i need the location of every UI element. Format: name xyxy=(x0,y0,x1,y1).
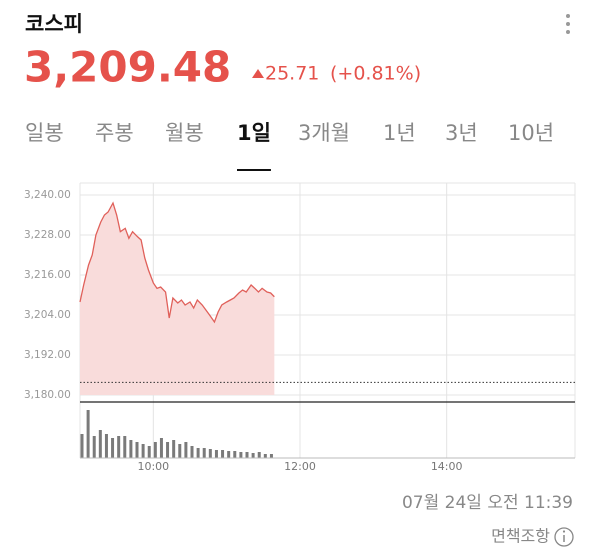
more-menu[interactable] xyxy=(566,14,570,34)
volume-bar xyxy=(172,440,176,458)
volume-bar xyxy=(239,452,243,458)
volume-bar xyxy=(227,451,231,458)
volume-bar xyxy=(135,442,139,458)
tab[interactable]: 주봉 xyxy=(95,121,134,145)
volume-bar xyxy=(98,430,102,458)
y-tick-label: 3,204.00 xyxy=(24,309,71,321)
volume-bar xyxy=(92,436,96,458)
x-tick-label: 10:00 xyxy=(137,460,169,473)
volume-bar xyxy=(269,454,273,458)
tab[interactable]: 월봉 xyxy=(165,121,204,145)
info-icon[interactable] xyxy=(554,527,574,547)
y-tick-label: 3,216.00 xyxy=(24,269,71,281)
volume-bar xyxy=(184,442,188,458)
volume-bar xyxy=(123,436,127,458)
volume-bar xyxy=(117,436,121,458)
tab[interactable]: 3개월 xyxy=(298,121,350,145)
volume-bar xyxy=(208,449,212,458)
volume-bar xyxy=(257,452,261,458)
volume-bar xyxy=(178,444,182,458)
change: 25.71 xyxy=(265,63,319,85)
volume-bar xyxy=(251,453,255,458)
y-tick-label: 3,240.00 xyxy=(24,189,71,201)
x-tick-label: 14:00 xyxy=(431,460,463,473)
area-fill xyxy=(80,203,275,395)
chart: 3,180.00 3,192.00 3,204.00 3,216.00 3,228.00… xyxy=(24,182,576,473)
tab[interactable]: 10년 xyxy=(508,121,554,145)
volume-bar xyxy=(147,446,151,458)
volume-bar xyxy=(104,434,108,458)
volume-bar xyxy=(263,454,267,458)
volume-bar xyxy=(214,450,218,458)
volume-bar xyxy=(166,442,170,458)
y-tick-label: 3,180.00 xyxy=(24,389,71,401)
tab[interactable]: 1년 xyxy=(383,121,416,145)
volume-bar xyxy=(190,446,194,458)
tab[interactable]: 1일 xyxy=(237,121,271,145)
price: 3,209.48 xyxy=(24,43,231,92)
change-pct: (+0.81%) xyxy=(330,63,421,85)
tab[interactable]: 일봉 xyxy=(25,121,64,145)
volume-bar xyxy=(221,450,225,458)
y-tick-label: 3,228.00 xyxy=(24,229,71,241)
volume-bar xyxy=(153,442,157,458)
volume-bar xyxy=(86,410,90,458)
index-title: 코스피 xyxy=(25,12,83,36)
price-line xyxy=(79,201,275,324)
volume-bar xyxy=(202,448,206,458)
tab[interactable]: 3년 xyxy=(445,121,478,145)
volume-bar xyxy=(233,451,237,458)
volume-bar xyxy=(141,444,145,458)
volume-bar xyxy=(196,448,200,458)
y-tick-label: 3,192.00 xyxy=(24,349,71,361)
up-arrow xyxy=(252,69,264,78)
volume-bar xyxy=(129,440,133,458)
disclaimer[interactable]: 면책조항 xyxy=(491,527,550,546)
volume-bar xyxy=(111,438,115,458)
volume-bar xyxy=(245,452,249,458)
volume-bar xyxy=(159,438,163,458)
timestamp: 07월 24일 오전 11:39 xyxy=(402,493,573,513)
tab-bar: 일봉 주봉 월봉 1일 3개월 1년 3년 10년 xyxy=(25,121,554,171)
x-tick-label: 12:00 xyxy=(284,460,316,473)
volume-bar xyxy=(80,434,84,458)
